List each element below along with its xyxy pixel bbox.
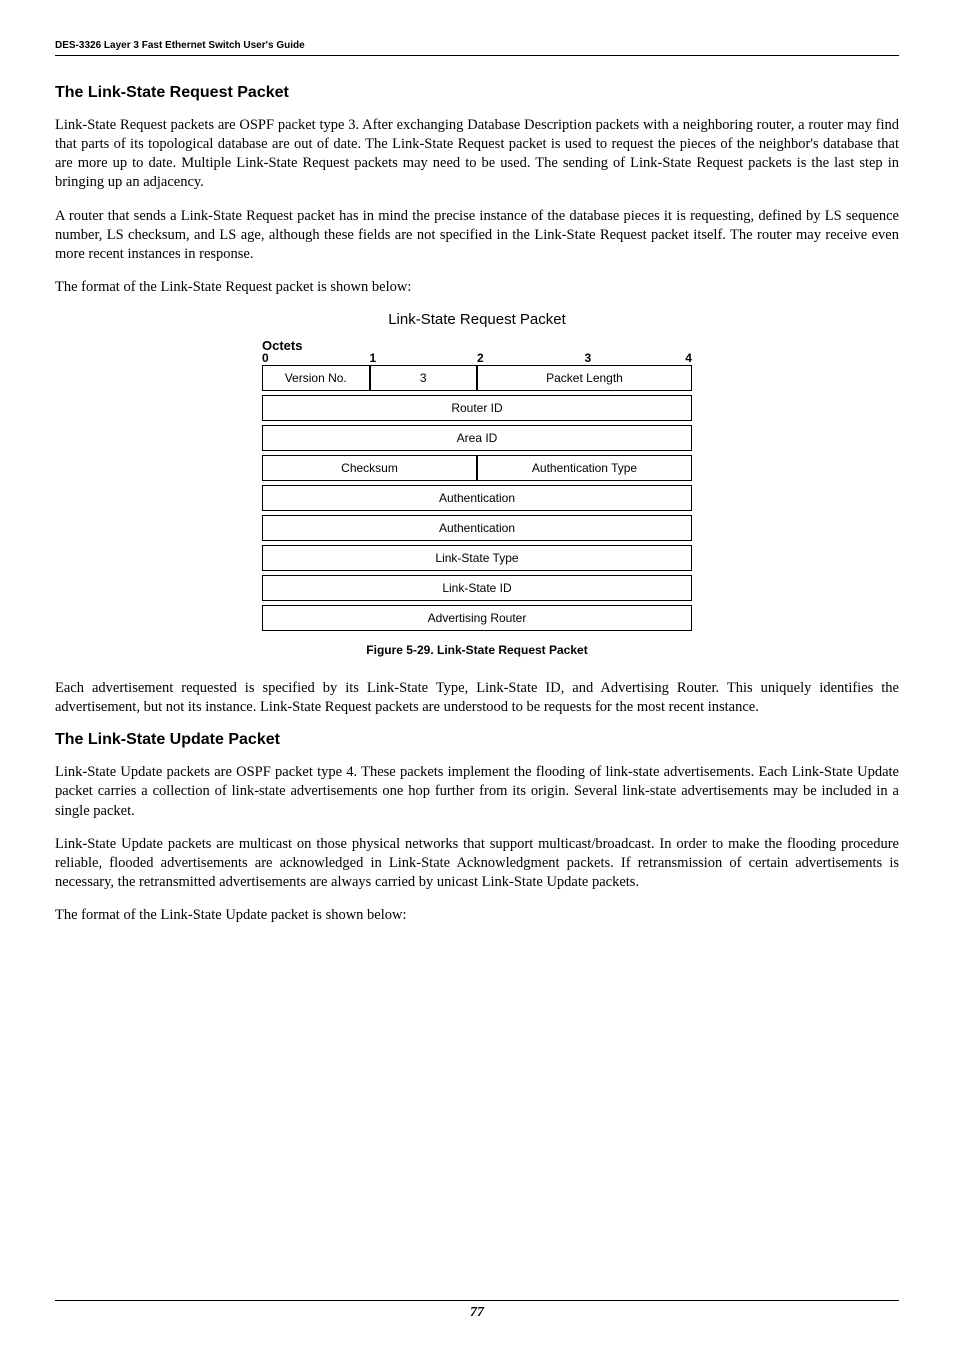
header-rule xyxy=(55,55,899,56)
cell-router-id: Router ID xyxy=(262,395,692,421)
packet-table: Version No. 3 Packet Length Router ID Ar… xyxy=(262,365,692,631)
cell-checksum: Checksum xyxy=(262,455,477,481)
scale-4: 4 xyxy=(679,351,692,365)
cell-packet-length: Packet Length xyxy=(477,365,692,391)
row-auth1: Authentication xyxy=(262,485,692,511)
packet-diagram: Octets 0 1 2 3 4 Version No. 3 Packet Le… xyxy=(262,338,692,631)
page-container: DES-3326 Layer 3 Fast Ethernet Switch Us… xyxy=(0,0,954,1351)
row-checksum-auth: Checksum Authentication Type xyxy=(262,455,692,481)
row-area-id: Area ID xyxy=(262,425,692,451)
cell-auth2: Authentication xyxy=(262,515,692,541)
scale-2: 2 xyxy=(477,351,585,365)
cell-version-no: Version No. xyxy=(262,365,370,391)
cell-type-3: 3 xyxy=(370,365,478,391)
para-s1-3: The format of the Link-State Request pac… xyxy=(55,278,899,297)
figure-caption: Figure 5-29. Link-State Request Packet xyxy=(55,643,899,657)
scale-row: 0 1 2 3 4 xyxy=(262,351,692,365)
para-s2-3: The format of the Link-State Update pack… xyxy=(55,906,899,925)
row-header: Version No. 3 Packet Length xyxy=(262,365,692,391)
section-heading-update: The Link-State Update Packet xyxy=(55,731,899,749)
para-s2-2: Link-State Update packets are multicast … xyxy=(55,835,899,892)
para-s2-1: Link-State Update packets are OSPF packe… xyxy=(55,763,899,820)
row-adv-router: Advertising Router xyxy=(262,605,692,631)
row-ls-type: Link-State Type xyxy=(262,545,692,571)
row-ls-id: Link-State ID xyxy=(262,575,692,601)
para-s1-2: A router that sends a Link-State Request… xyxy=(55,207,899,264)
scale-3: 3 xyxy=(585,351,680,365)
cell-auth-type: Authentication Type xyxy=(477,455,692,481)
header-guide-title: DES-3326 Layer 3 Fast Ethernet Switch Us… xyxy=(55,40,899,51)
para-after-diagram: Each advertisement requested is specifie… xyxy=(55,679,899,717)
footer-rule xyxy=(55,1300,899,1301)
cell-area-id: Area ID xyxy=(262,425,692,451)
page-number: 77 xyxy=(55,1305,899,1321)
row-router-id: Router ID xyxy=(262,395,692,421)
scale-1: 1 xyxy=(370,351,478,365)
section-heading-request: The Link-State Request Packet xyxy=(55,84,899,102)
scale-0: 0 xyxy=(262,351,370,365)
footer: 77 xyxy=(55,1300,899,1321)
cell-adv-router: Advertising Router xyxy=(262,605,692,631)
cell-ls-type: Link-State Type xyxy=(262,545,692,571)
cell-auth1: Authentication xyxy=(262,485,692,511)
diagram-title: Link-State Request Packet xyxy=(55,311,899,328)
cell-ls-id: Link-State ID xyxy=(262,575,692,601)
para-s1-1: Link-State Request packets are OSPF pack… xyxy=(55,116,899,193)
row-auth2: Authentication xyxy=(262,515,692,541)
